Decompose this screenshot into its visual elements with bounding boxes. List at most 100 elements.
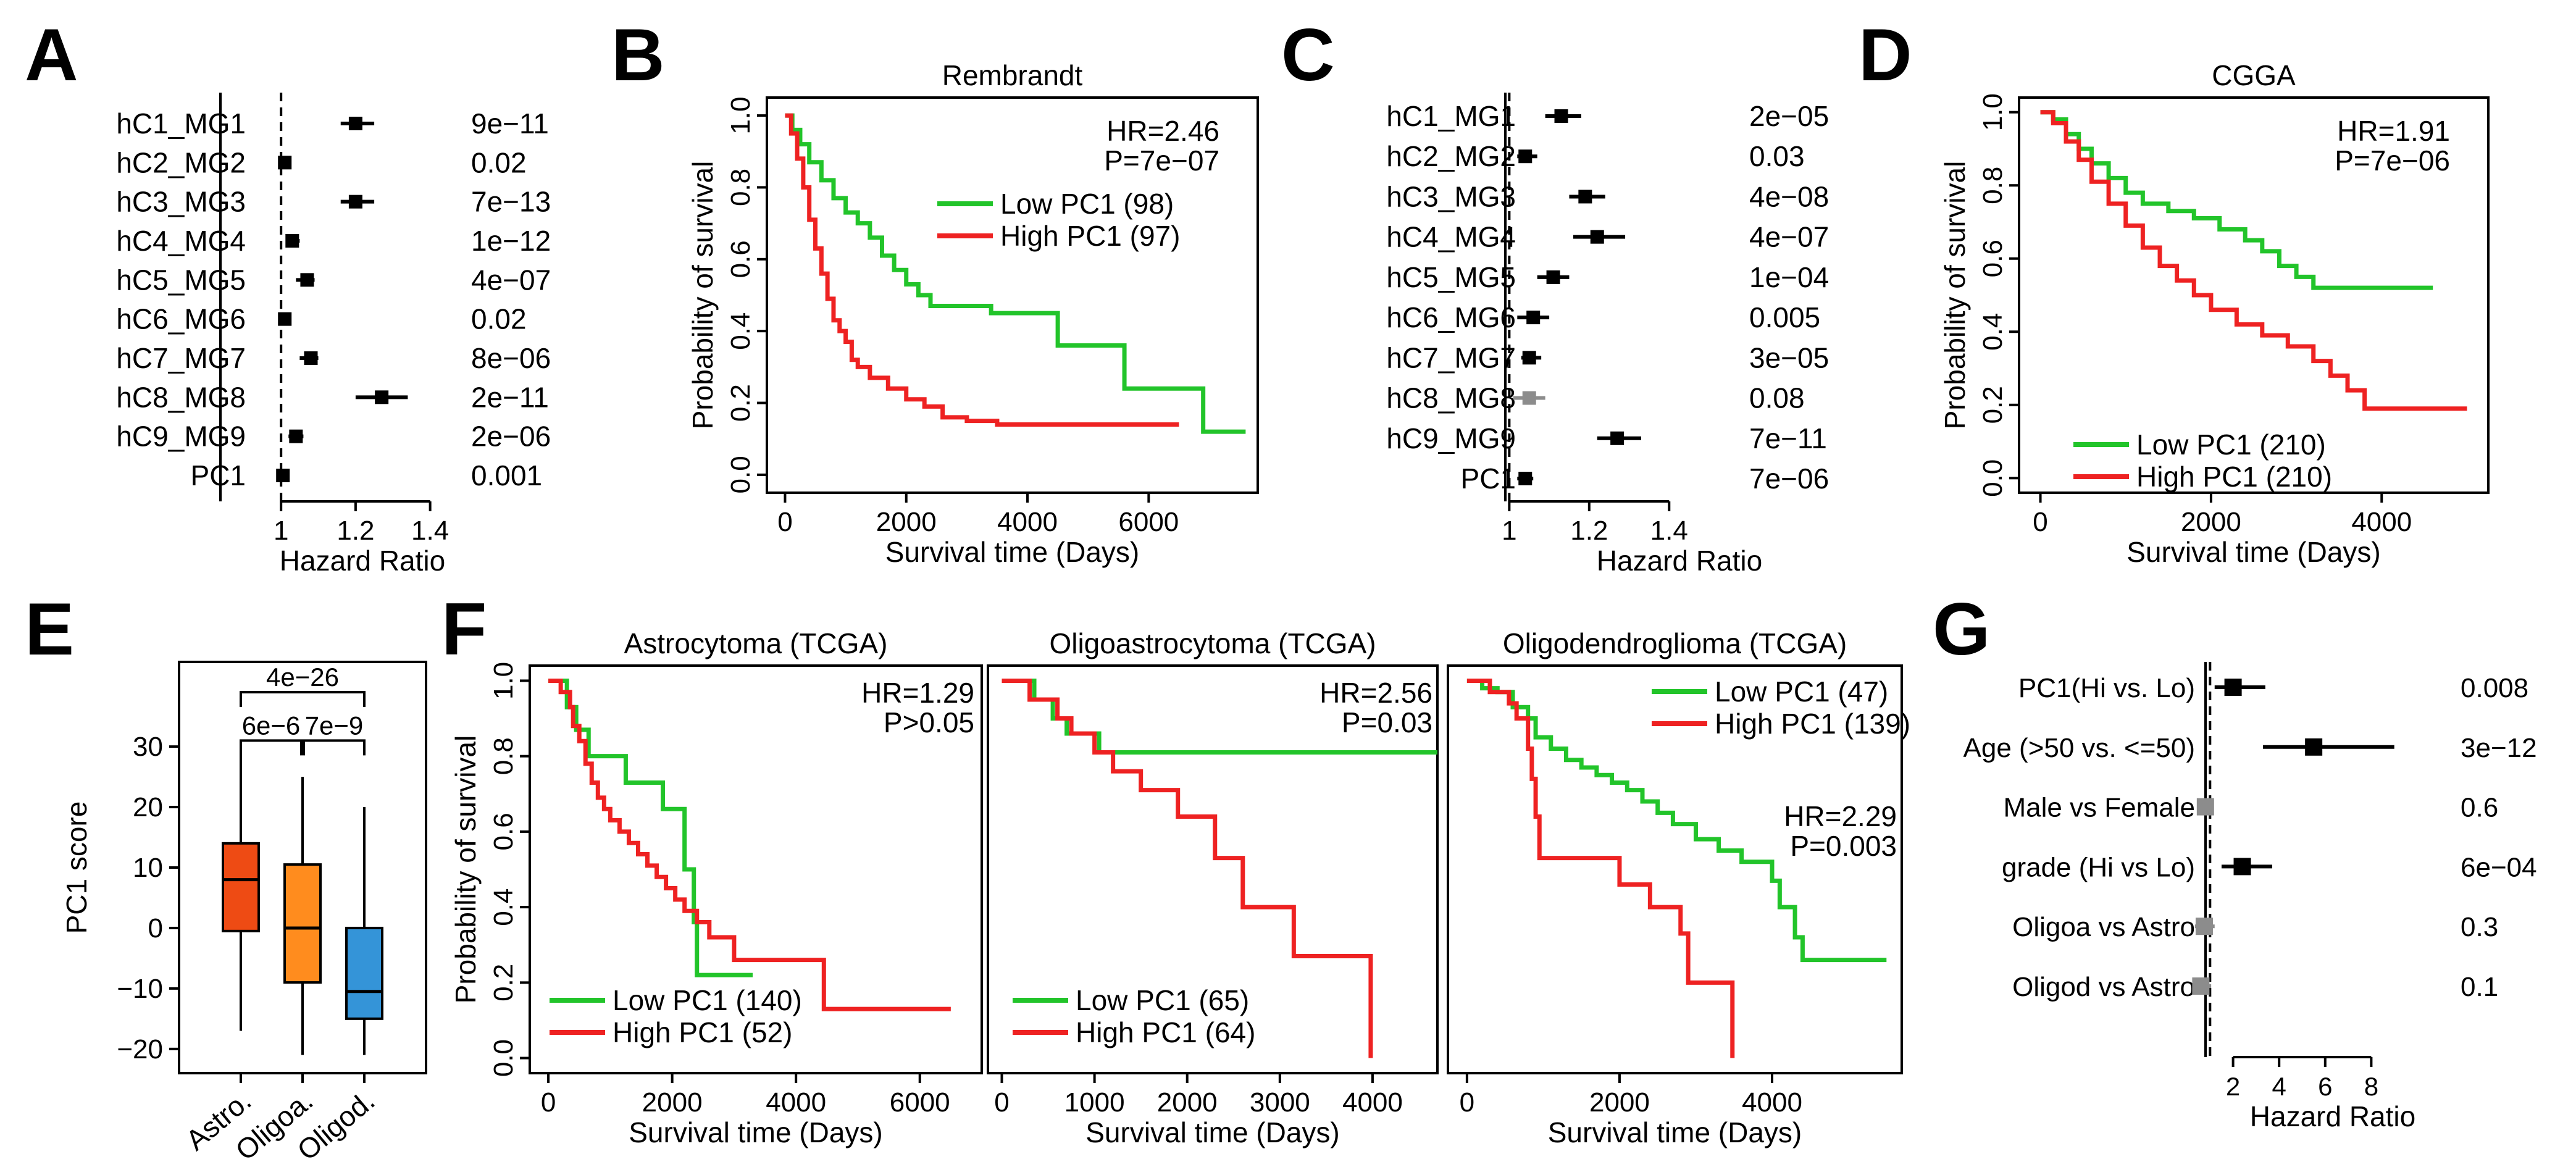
x-tick-label: 1000 (1064, 1087, 1125, 1118)
x-tick-label: 4000 (1342, 1087, 1403, 1118)
p-value-hc2-mg2: 0.03 (1749, 140, 1805, 172)
plot-frame (987, 664, 1439, 1074)
x-tick-label: 0 (777, 507, 792, 537)
y-axis-title: PC1 score (61, 801, 93, 934)
panel-f-oligodendroglioma-km-plot: Oligodendroglioma (TCGA) 0 2000 4000Surviva… (1447, 627, 1910, 1148)
row-label-pc1-hi-vs-lo: PC1(Hi vs. Lo) (2018, 673, 2195, 703)
p-value-hc4-mg4: 1e−12 (471, 225, 551, 257)
y-tick-label: 1.0 (726, 97, 756, 135)
plot-frame (529, 664, 983, 1074)
p-value-hc5-mg5: 4e−07 (471, 264, 551, 296)
x-tick-label: 2000 (2181, 507, 2241, 537)
row-label-hc1-mg1: hC1_MG1 (1386, 100, 1516, 132)
x-tick-label: 2000 (1157, 1087, 1218, 1118)
hazard-ratio-point-hc3-mg3 (1578, 190, 1592, 204)
row-label-hc4-mg4: hC4_MG4 (1386, 221, 1516, 253)
x-tick-label: 2000 (1589, 1087, 1650, 1118)
hazard-ratio-point-hc9-mg9 (1610, 431, 1625, 445)
plot-title: CGGA (2212, 59, 2296, 91)
x-tick-label: 4000 (1742, 1087, 1802, 1118)
row-label-hc7-mg7: hC7_MG7 (1386, 341, 1516, 374)
x-tick-label: 6000 (890, 1087, 950, 1118)
y-tick-label: 0.4 (488, 889, 519, 926)
row-label-hc6-mg6: hC6_MG6 (1386, 301, 1516, 333)
panel-f-oligoastrocytoma-km-plot: Oligoastrocytoma (TCGA) 0 1000 2000 3000 4000… (987, 627, 1439, 1148)
survival-curve-high-pc1-97 (785, 113, 1179, 427)
x-axis-title: Survival time (Days) (885, 536, 1140, 568)
row-label-hc2-mg2: hC2_MG2 (1386, 140, 1516, 172)
y-tick-label: 0.8 (1978, 167, 2008, 204)
row-label-oligod-vs-astro: Oligod vs Astro (2012, 972, 2195, 1002)
p-value-hc4-mg4: 4e−07 (1749, 221, 1829, 253)
x-axis-title: Survival time (Days) (629, 1116, 883, 1148)
y-tick-label: 1.0 (488, 662, 519, 700)
box-astro (222, 842, 260, 932)
row-label-hc8-mg8: hC8_MG8 (116, 381, 246, 413)
panel-label-g: G (1933, 588, 1990, 671)
row-label-pc1: PC1 (191, 459, 246, 491)
significance-bracket (240, 739, 303, 756)
x-tick-label: 1 (1502, 516, 1516, 546)
significance-p-value: 6e−6 (242, 711, 301, 740)
significance-bracket (240, 690, 366, 707)
hazard-ratio-point-hc2-mg2 (278, 156, 292, 170)
y-tick-label: 0.6 (726, 240, 756, 278)
row-label-grade-hi-vs-lo: grade (Hi vs Lo) (2002, 852, 2195, 882)
p-value-pc1: 0.001 (471, 459, 542, 491)
hazard-ratio-point-hc7-mg7 (304, 351, 318, 365)
row-label-hc5-mg5: hC5_MG5 (1386, 261, 1516, 293)
hazard-ratio-point-grade-hi-vs-lo (2233, 858, 2251, 876)
hazard-ratio-point-hc9-mg9 (289, 429, 303, 443)
x-tick-label: 1.2 (1570, 516, 1608, 546)
y-tick-label: −20 (117, 1034, 163, 1065)
x-axis-title: Hazard Ratio (2250, 1100, 2415, 1132)
x-tick-label: 6 (2318, 1072, 2332, 1101)
plot-title: Oligodendroglioma (TCGA) (1503, 627, 1847, 659)
p-value-hc8-mg8: 2e−11 (471, 381, 549, 413)
hazard-ratio-point-oligoa-vs-astro (2195, 918, 2213, 935)
x-tick-label: 1.4 (1650, 516, 1688, 546)
x-axis-title: Survival time (Days) (1085, 1116, 1340, 1148)
legend-label-low-pc1-47: Low PC1 (47) (1715, 676, 1888, 708)
row-label-hc3-mg3: hC3_MG3 (116, 186, 246, 218)
p-value-oligoa-vs-astro: 0.3 (2461, 912, 2498, 942)
panel-f-astrocytoma-km-plot: Astrocytoma (TCGA) 0 2000 4000 6000Survival … (450, 627, 983, 1148)
x-tick-label: 1 (274, 516, 288, 546)
hazard-ratio-point-hc8-mg8 (1522, 391, 1536, 405)
x-tick-label: 4000 (2351, 507, 2412, 537)
hazard-ratio-point-male-vs-female (2196, 798, 2214, 816)
y-tick-label: 0.6 (488, 813, 519, 850)
p-value-hc3-mg3: 4e−08 (1749, 180, 1829, 212)
hazard-ratio-point-hc8-mg8 (375, 390, 389, 404)
hazard-ratio-annotation: HR=2.29 (1784, 800, 1897, 832)
hazard-ratio-point-hc6-mg6 (278, 312, 292, 326)
x-tick-label: 4000 (766, 1087, 826, 1118)
y-tick-label: 0.8 (488, 737, 519, 775)
legend-label-low-pc1-98: Low PC1 (98) (1000, 188, 1174, 220)
p-value-annotation: P>0.05 (884, 706, 974, 738)
p-value-hc9-mg9: 7e−11 (1749, 422, 1827, 454)
hazard-ratio-point-hc6-mg6 (1526, 311, 1541, 325)
p-value-annotation: P=7e−07 (1104, 144, 1219, 177)
plot-frame (2018, 96, 2490, 494)
x-tick-label: 4 (2272, 1072, 2286, 1101)
hazard-ratio-point-pc1-hi-vs-lo (2224, 679, 2242, 696)
panel-label-c: C (1281, 14, 1335, 96)
significance-p-value: 7e−9 (305, 711, 364, 740)
y-axis-title: Probability of survival (450, 735, 482, 1004)
survival-curve-high-pc1-139 (1466, 678, 1735, 1058)
p-value-oligod-vs-astro: 0.1 (2461, 972, 2498, 1002)
p-value-annotation: P=7e−06 (2335, 144, 2450, 177)
box-oligod (345, 926, 383, 1020)
legend-label-low-pc1-140: Low PC1 (140) (613, 984, 802, 1016)
y-tick-label: 0.4 (1978, 313, 2008, 351)
survival-curve-high-pc1-210 (2040, 110, 2467, 411)
row-label-hc5-mg5: hC5_MG5 (116, 264, 246, 296)
p-value-grade-hi-vs-lo: 6e−04 (2461, 852, 2537, 882)
survival-curve-low-pc1-140 (548, 678, 753, 977)
p-value-pc1: 7e−06 (1749, 462, 1829, 495)
